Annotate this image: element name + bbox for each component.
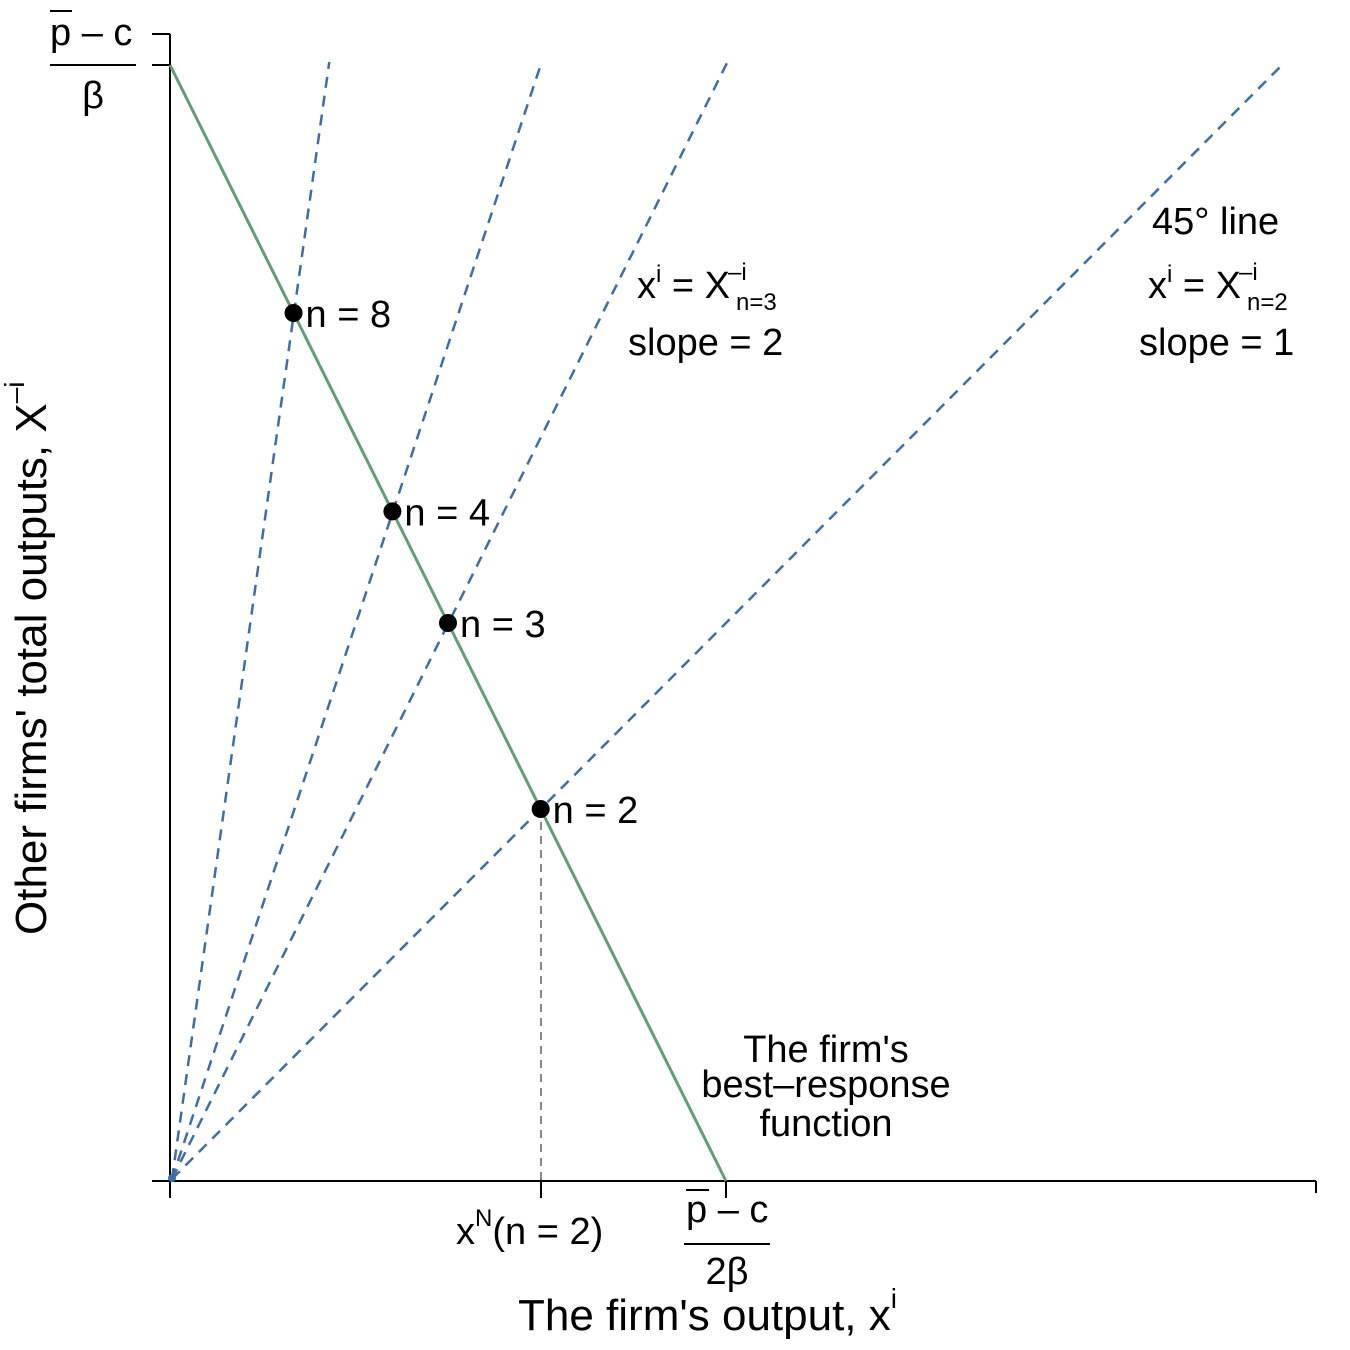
- x-tick-label-intercept: p – c 2β: [684, 1189, 770, 1293]
- ann-n2-eq: = X: [1172, 265, 1241, 307]
- y-frac-num-rest: – c: [71, 12, 132, 54]
- best-response-label: The firm's best–response function: [701, 1029, 950, 1145]
- ann-n3-x: x: [637, 265, 656, 307]
- point-label-n-8: n = 8: [306, 294, 392, 336]
- annotation-ray-n3: xi = X–i n=3 slope = 2: [628, 259, 783, 364]
- y-title-text: Other firms' total outputs, X: [7, 403, 56, 935]
- x-nash-rest: (n = 2): [492, 1211, 603, 1253]
- svg-text:xi = X–in=3: xi = X–i n=3: [637, 259, 777, 316]
- br-label-line-2: best–response: [701, 1064, 950, 1106]
- y-frac-den: β: [82, 75, 104, 117]
- point-n-2: [531, 800, 550, 818]
- point-label-n-4: n = 4: [404, 492, 490, 534]
- x-axis-title: The firm's output, xi: [518, 1283, 897, 1340]
- x-nash-main: x: [456, 1211, 475, 1253]
- point-label-n-2: n = 2: [553, 790, 639, 832]
- ann-n3-slope: slope = 2: [628, 322, 783, 364]
- ann-n3-sup: i: [656, 261, 661, 288]
- point-label-n-3: n = 3: [460, 604, 546, 646]
- ann-45-title: 45° line: [1152, 201, 1279, 243]
- equilibrium-points: n = 8 n = 4 n = 3 n = 2: [284, 294, 639, 832]
- x-frac-den: 2β: [706, 1251, 749, 1293]
- x-frac-num-rest: – c: [707, 1189, 768, 1231]
- point-n-4: [383, 502, 402, 521]
- ann-n2-slope: slope = 1: [1139, 322, 1294, 364]
- ray-slope-1: [171, 61, 1286, 1180]
- br-label-line-3: function: [759, 1103, 892, 1145]
- ann-n3-sup2: –i: [728, 259, 747, 286]
- point-n-3: [439, 614, 457, 632]
- y-axis-title: Other firms' total outputs, X–i: [0, 381, 56, 935]
- br-label-line-1: The firm's: [743, 1029, 909, 1071]
- svg-text:p – c: p – c: [50, 12, 132, 54]
- ray-slope-7: [170, 61, 331, 1180]
- svg-text:xi = X–in=2: xi = X–i n=2: [1148, 259, 1288, 316]
- ann-n2-sup: i: [1167, 261, 1172, 288]
- origin-marker: [168, 1174, 176, 1182]
- ray-slope-3: [170, 61, 543, 1180]
- x-title-sup: i: [891, 1283, 897, 1314]
- ann-n3-eq: = X: [661, 265, 730, 307]
- ann-n2-sub: n=2: [1247, 289, 1288, 316]
- x-title-text: The firm's output, x: [518, 1291, 891, 1340]
- ray-lines: [168, 61, 1286, 1182]
- y-tick-label-intercept: p – c β: [50, 10, 136, 117]
- x-frac-num-bar: p: [686, 1189, 707, 1231]
- x-nash-sup: N: [475, 1205, 492, 1232]
- ann-n2-x: x: [1148, 265, 1167, 307]
- axes: [152, 33, 1317, 1198]
- annotation-ray-n2: 45° line xi = X–i n=2 slope = 1: [1139, 201, 1294, 364]
- y-title-sup: –i: [0, 381, 30, 403]
- x-tick-label-nash: xN(n = 2): [456, 1205, 603, 1253]
- ann-n3-sub: n=3: [736, 289, 777, 316]
- y-frac-num-bar: p: [50, 12, 71, 54]
- svg-text:p – c: p – c: [686, 1189, 768, 1231]
- point-n-8: [284, 304, 303, 322]
- ann-n2-sup2: –i: [1239, 259, 1258, 286]
